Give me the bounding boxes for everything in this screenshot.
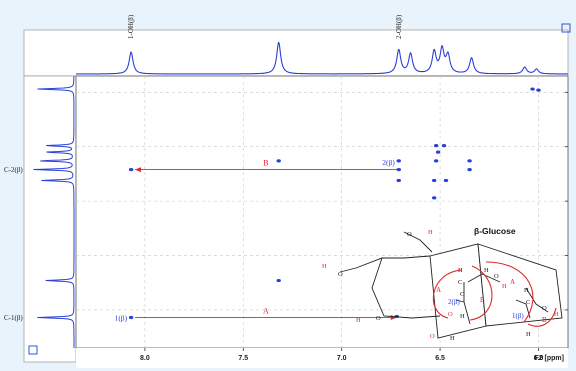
top-peak-label: 2-OH(β) (395, 14, 403, 39)
x-tick-label: 8.0 (140, 355, 150, 362)
cross-peak (276, 159, 281, 163)
x-tick-label: 6.0 (534, 355, 544, 362)
inset-correlation-arc (485, 261, 534, 323)
cross-peak (431, 196, 437, 200)
left-trace-line (33, 76, 75, 348)
inset-atom-label: H (450, 335, 455, 342)
correlation-arrow-label: A (263, 307, 269, 316)
correlation-arrowhead (135, 167, 142, 173)
left-trace-panel (23, 75, 77, 363)
inset-correlation-arc (469, 265, 493, 321)
inset-atom-label: H (554, 311, 559, 318)
corner-square-icon (561, 23, 571, 33)
inset-atom-label: O (494, 273, 499, 280)
top-trace-panel (23, 29, 569, 77)
top-1d-trace: 1-OH(β) 2-OH(β) (76, 14, 568, 75)
inset-atom-label: C (458, 279, 462, 286)
peak-annotation: 1(β) (115, 314, 128, 323)
inset-arc-label: A (510, 278, 515, 286)
cross-peak (431, 178, 437, 183)
inset-arc-label: A (436, 286, 441, 294)
glucose-structure-inset (339, 231, 563, 339)
inset-ring-label: 1(β) (512, 312, 524, 320)
inset-arc-label: B (542, 316, 547, 324)
corner-square-icon (28, 345, 38, 355)
inset-atom-label: H (526, 331, 531, 338)
inset-atom-label: H (460, 313, 465, 320)
inset-atom-label: C (460, 291, 464, 298)
cross-peak (396, 178, 401, 183)
cross-peak (441, 144, 447, 148)
cross-peak (467, 167, 472, 172)
correlation-arrows: BA (135, 159, 397, 321)
inset-atom-label: O (448, 311, 453, 318)
cross-peak (433, 159, 439, 163)
inset-atom-label: H (484, 267, 489, 274)
inset-atom-label: O (430, 333, 435, 340)
inset-atom-label: H (356, 317, 361, 324)
left-1d-trace: C-2(β) C-1(β) (4, 76, 75, 348)
x-tick-label: 6.5 (435, 355, 445, 362)
cross-peaks (128, 87, 541, 320)
top-peak-label: 1-OH(β) (127, 14, 135, 39)
cross-peak (467, 159, 472, 163)
cross-peak (396, 167, 401, 172)
inset-atom-label: C (526, 299, 530, 306)
x-tick-label: 7.0 (337, 355, 347, 362)
chart-labels: 2(β) 1(β) (115, 158, 396, 323)
inset-title: β-Glucose (474, 226, 516, 236)
top-trace-line (76, 41, 568, 75)
cross-peak (435, 150, 441, 154)
inset-atom-label: H (502, 283, 507, 290)
cross-peak (536, 88, 541, 92)
x-axis-unit-label: F2 [ppm] (534, 355, 564, 362)
left-peak-label: C-2(β) (4, 166, 23, 174)
cross-peak (128, 167, 134, 172)
cross-peak (433, 144, 439, 148)
inset-arc-label: B (480, 296, 485, 304)
correlation-arrow-label: B (263, 159, 268, 168)
x-tick-label: 7.5 (238, 355, 248, 362)
cross-peak (443, 178, 449, 183)
cross-peak (530, 87, 535, 91)
inset-ring-label: 2(β) (448, 298, 460, 306)
left-peak-label: C-1(β) (4, 314, 23, 322)
x-axis-band (76, 348, 568, 368)
cross-peak (396, 159, 401, 163)
inset-atom-label: H (524, 287, 529, 294)
inset-correlation-arc (432, 269, 463, 319)
inset-atom-label: O (542, 305, 547, 312)
inset-atom-label: O (407, 231, 412, 238)
inset-atom-label: O (338, 271, 343, 278)
inset-atom-label: O (376, 315, 381, 322)
inset-atom-label: H (428, 229, 433, 236)
inset-correlation-arc (527, 307, 557, 327)
cross-peak (128, 315, 134, 320)
inset-atom-label: H (322, 263, 327, 270)
peak-annotation: 2(β) (382, 158, 395, 167)
cross-peak (276, 278, 281, 283)
